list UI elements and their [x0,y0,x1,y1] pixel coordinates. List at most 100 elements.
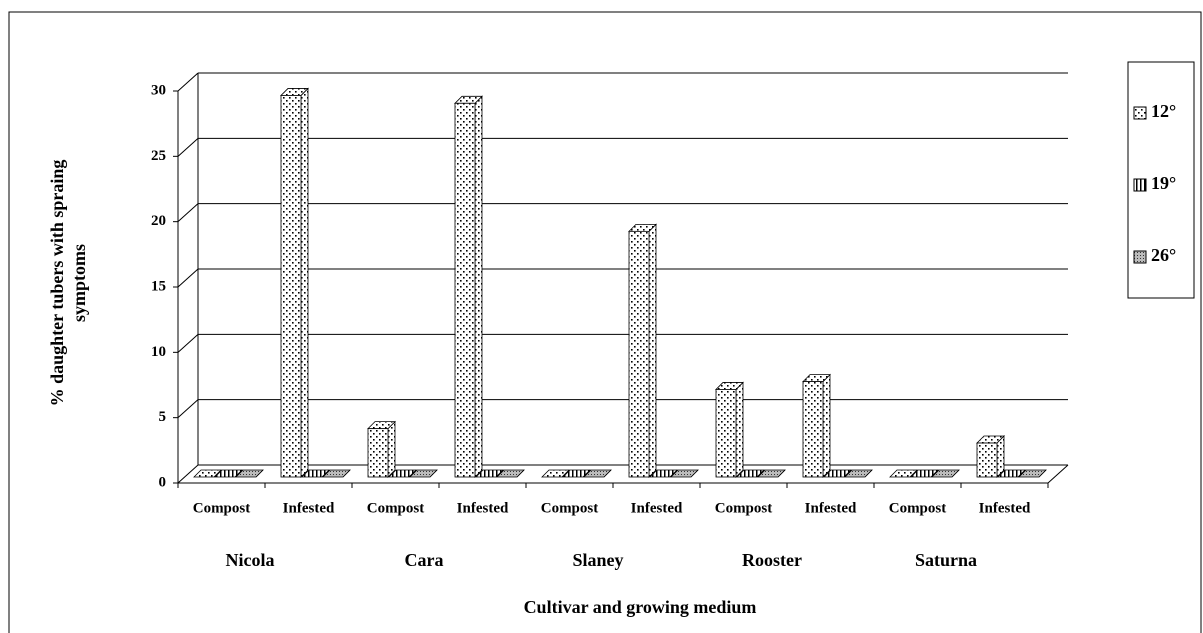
bar-top [562,469,591,478]
bar-top [736,469,765,478]
bar-side [474,95,483,478]
legend-swatch [1133,106,1147,120]
y-tick-label: 30 [151,82,166,98]
bar [844,469,873,478]
bar-top [322,469,351,478]
bar-top [235,469,264,478]
bar [562,469,591,478]
x-tick-label: Compost [541,500,599,516]
bar-front [802,381,824,478]
bar [715,381,744,478]
bar [193,469,222,478]
bar [367,420,396,478]
legend-swatch [1133,250,1147,264]
y-tick-label: 20 [151,213,166,229]
y-tick-label: 25 [151,148,166,164]
bar [280,87,309,478]
grid-line-side [177,203,199,223]
chart-frame [8,11,1202,633]
grid-line-side [177,137,199,157]
bar-top [997,469,1026,478]
x-tick-label: Compost [367,500,425,516]
bar [541,469,570,478]
bar-top [844,469,873,478]
group-label: Rooster [742,550,802,570]
bar-side [648,223,657,478]
bar-top [301,469,330,478]
bar-top [193,469,222,478]
bar-side [735,381,744,478]
grid-line-side [177,268,199,288]
bar-top [823,469,852,478]
bar [670,469,699,478]
bar [976,435,1005,478]
x-axis-title: Cultivar and growing medium [524,597,757,617]
group-label: Nicola [226,550,275,570]
y-tick-label: 10 [151,344,166,360]
bar-front [976,442,998,478]
x-tick-label: Infested [805,500,857,516]
bar-top [388,469,417,478]
y-tick-label: 15 [151,278,166,294]
x-tick-label: Compost [715,500,773,516]
bar-top [475,469,504,478]
bar [409,469,438,478]
bar [496,469,525,478]
bar-top [670,469,699,478]
bar [910,469,939,478]
bar-front [715,389,737,478]
x-tick-label: Compost [193,500,251,516]
group-label: Slaney [572,550,623,570]
group-label: Saturna [915,550,977,570]
bar [454,95,483,478]
bar [388,469,417,478]
bar [997,469,1026,478]
x-tick-label: Infested [283,500,335,516]
bar-front [628,230,650,478]
y-tick-label: 5 [159,409,167,425]
legend-label: 26° [1151,245,1176,265]
bar-top [931,469,960,478]
bar [235,469,264,478]
bar-top [649,469,678,478]
bar-top [496,469,525,478]
bar [214,469,243,478]
bar-top [583,469,612,478]
bar-top [1018,469,1047,478]
bar [823,469,852,478]
bar [649,469,678,478]
grid-line-side [177,333,199,353]
bar-front [367,428,389,478]
x-tick-label: Infested [457,500,509,516]
bar [1018,469,1047,478]
bar [322,469,351,478]
bar-front [454,102,476,478]
x-tick-label: Infested [979,500,1031,516]
bar-side [300,87,309,478]
legend-label: 19° [1151,173,1176,193]
bar-side [387,420,396,478]
bar-top [214,469,243,478]
x-tick-label: Compost [889,500,947,516]
bar [757,469,786,478]
group-label: Cara [405,550,444,570]
bar-side [822,373,831,478]
floor-right [1047,464,1069,484]
bar-top [889,469,918,478]
x-tick-label: Infested [631,500,683,516]
y-axis-title: % daughter tubers with spraing symptoms [47,160,89,407]
bar-front [280,95,302,478]
bar [583,469,612,478]
bar [802,373,831,478]
bar-top [910,469,939,478]
bar [301,469,330,478]
bar [736,469,765,478]
bar [475,469,504,478]
grid-line-side [177,72,199,92]
bar-top [541,469,570,478]
bar-top [757,469,786,478]
y-tick-label: 0 [159,474,167,490]
bar [931,469,960,478]
grid-line-side [177,399,199,419]
